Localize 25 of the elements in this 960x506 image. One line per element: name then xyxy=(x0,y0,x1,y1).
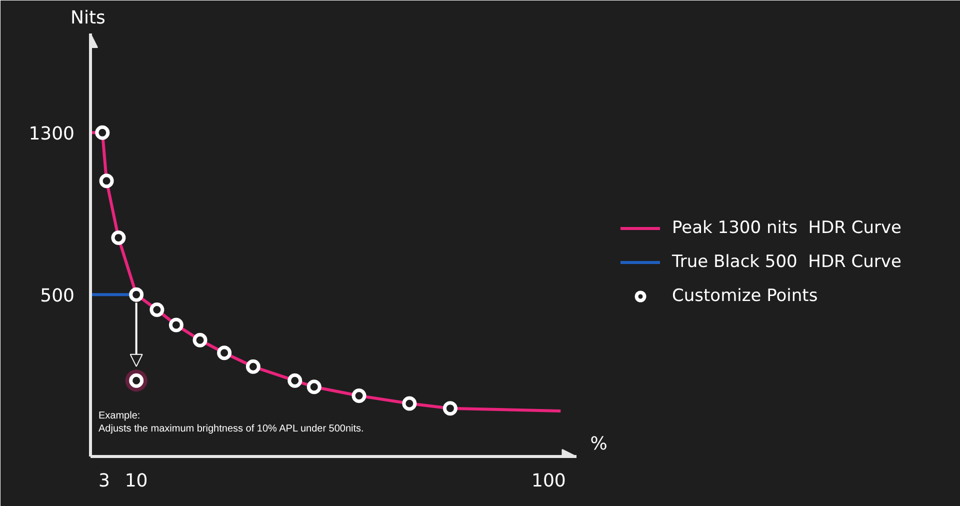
point xyxy=(288,373,302,388)
point xyxy=(217,346,232,360)
point xyxy=(111,230,126,245)
point xyxy=(246,359,260,374)
point xyxy=(192,332,208,348)
x-tick-label: 100 xyxy=(532,470,566,492)
point xyxy=(352,388,366,404)
y-tick-label: 500 xyxy=(40,286,75,307)
point xyxy=(306,380,322,394)
point xyxy=(442,401,458,416)
legend-label: Peak 1300 nits HDR Curve xyxy=(672,218,902,238)
point xyxy=(402,396,417,411)
legend-label: Customize Points xyxy=(672,286,818,306)
point xyxy=(99,174,114,188)
y-axis-title: Nits xyxy=(70,8,106,28)
annotation: Example: Adjusts the maximum brightness of 10% APL under 500nits. xyxy=(98,410,364,434)
point xyxy=(168,318,184,332)
point xyxy=(95,125,110,140)
x-tick-label: 10 xyxy=(124,470,148,492)
y-tick-label: 1300 xyxy=(28,124,75,145)
x-tick-label: 3 xyxy=(98,470,110,492)
point xyxy=(129,287,144,302)
x-axis-title: % xyxy=(590,434,608,454)
point xyxy=(150,302,164,318)
legend-label: True Black 500 HDR Curve xyxy=(672,252,902,272)
